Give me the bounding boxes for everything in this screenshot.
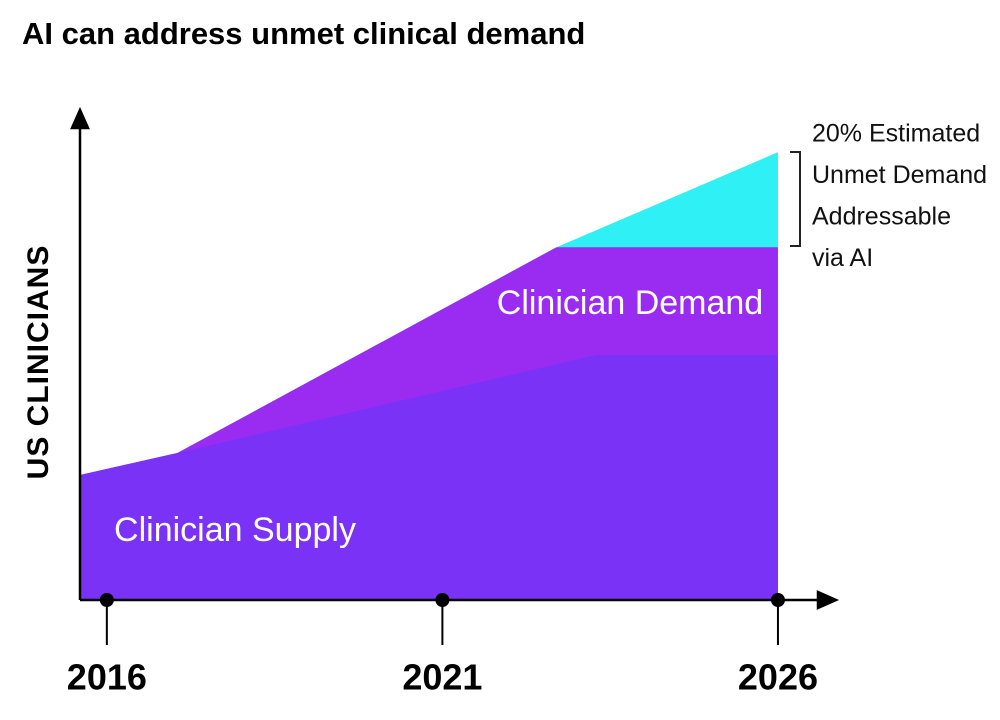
area-label: Clinician Supply bbox=[114, 511, 356, 549]
x-tick-dot bbox=[99, 593, 114, 607]
area bbox=[80, 355, 778, 600]
y-axis-label: US CLINICIANS bbox=[22, 245, 55, 480]
annotation-line: Addressable bbox=[812, 203, 951, 231]
annotation-line: 20% Estimated bbox=[812, 120, 980, 148]
areas bbox=[80, 152, 778, 600]
area-label: Clinician Demand bbox=[497, 284, 763, 322]
x-tick-label: 2016 bbox=[67, 657, 147, 698]
x-axis bbox=[80, 590, 840, 610]
x-tick-label: 2026 bbox=[738, 657, 818, 698]
annotation-line: via AI bbox=[812, 244, 873, 272]
x-tick-dot bbox=[435, 593, 450, 607]
y-axis bbox=[70, 106, 90, 600]
annotation: 20% Estimated Unmet Demand Addressable via … bbox=[812, 120, 987, 273]
x-tick-dot bbox=[770, 593, 785, 607]
x-tick-label: 2021 bbox=[402, 657, 482, 698]
annotation-line: Unmet Demand bbox=[812, 161, 987, 189]
bracket bbox=[790, 151, 801, 247]
chart-title: AI can address unmet clinical demand bbox=[22, 16, 585, 51]
